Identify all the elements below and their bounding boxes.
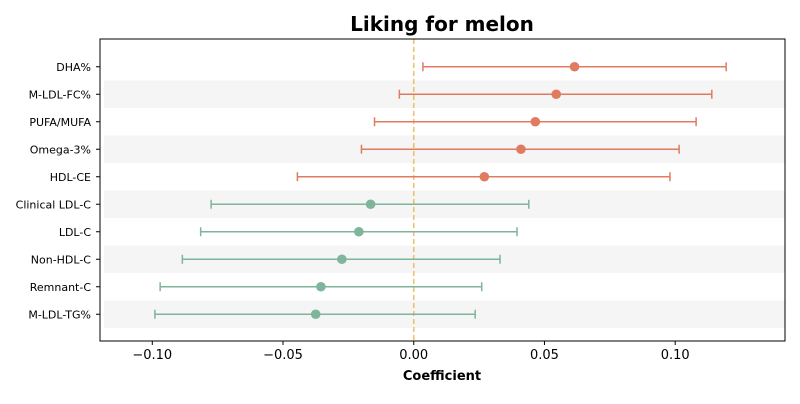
x-tick-label: 0.10 <box>661 348 690 363</box>
chart-title: Liking for melon <box>350 12 534 36</box>
y-tick-label: HDL-CE <box>50 171 91 184</box>
row-group <box>199 226 518 237</box>
data-rows <box>154 61 727 320</box>
estimate-point <box>316 281 326 292</box>
y-tick-label: PUFA/MUFA <box>29 116 91 129</box>
estimate-point <box>310 309 321 320</box>
x-axis-ticks: −0.10 −0.05 0.00 0.05 0.10 <box>132 341 690 363</box>
y-tick-label: DHA% <box>56 61 91 74</box>
estimate-point <box>516 144 526 155</box>
x-tick-label: 0.05 <box>530 348 559 363</box>
estimate-point <box>354 226 364 237</box>
y-tick-label: Omega-3% <box>30 143 91 156</box>
estimate-point <box>337 254 347 265</box>
y-axis-ticks: DHA% M-LDL-FC% PUFA/MUFA Omega-3% HDL-CE Clin… <box>16 61 100 321</box>
row-group <box>422 61 727 72</box>
row-group <box>159 281 483 292</box>
x-axis-label: Coefficient <box>403 369 481 384</box>
y-tick-label: M-LDL-FC% <box>29 88 91 101</box>
row-group <box>210 199 530 210</box>
estimate-point <box>569 61 580 72</box>
x-tick-label: −0.10 <box>132 348 172 363</box>
estimate-point <box>365 199 376 210</box>
row-group <box>373 116 697 127</box>
row-group <box>296 171 671 182</box>
x-tick-label: 0.00 <box>399 348 428 363</box>
row-group <box>181 254 501 265</box>
row-group <box>360 144 680 155</box>
y-tick-label: M-LDL-TG% <box>28 308 91 321</box>
x-tick-label: −0.05 <box>263 348 303 363</box>
estimate-point <box>479 171 490 182</box>
plot-frame <box>99 38 786 342</box>
estimate-point <box>551 89 562 100</box>
row-group <box>398 89 713 100</box>
row-group <box>154 309 476 320</box>
y-tick-label: Remnant-C <box>30 281 92 294</box>
y-tick-label: Non-HDL-C <box>31 253 92 266</box>
y-tick-label: Clinical LDL-C <box>16 198 92 211</box>
estimate-point <box>530 116 541 127</box>
y-tick-label: LDL-C <box>59 226 92 239</box>
